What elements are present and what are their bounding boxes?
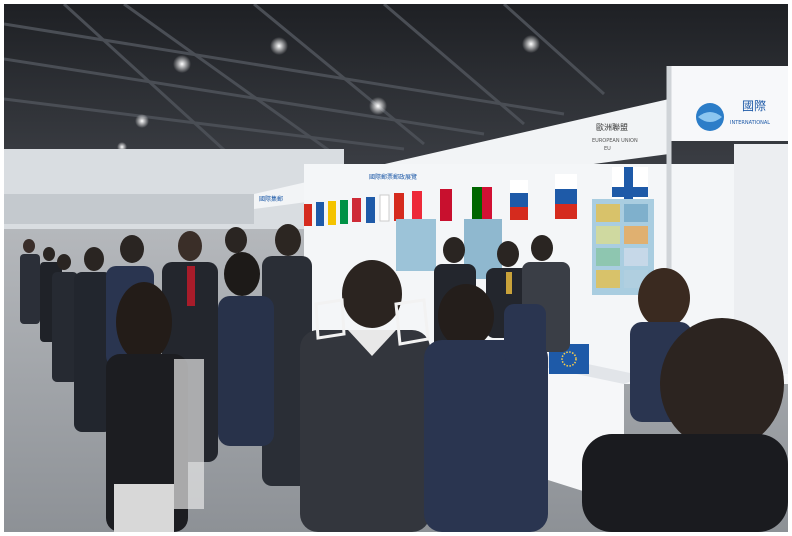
person-man-center [300,260,430,532]
sign-corner-brand: 國際 [742,99,766,113]
ceiling-trusses [4,4,606,161]
back-wall-band [4,194,254,224]
stamp-panels [396,199,654,295]
sign-eu-sub: EU [604,146,611,152]
person-woman-foreground-right [582,318,788,532]
sign-booth-header-mid: 國際郵票郵政展覽 [369,173,417,181]
sign-booth-header-left: 國際集郵 [259,195,283,203]
sign-eu-chinese: 歐洲聯盟 [596,122,628,132]
person-woman-left [106,282,204,532]
person-man-right [424,284,548,532]
white-chairs [314,298,430,346]
ceiling-lamps [117,35,540,152]
background-crowd [20,239,78,382]
exhibition-photo: 國際集郵 國際郵票郵政展覽 歐洲聯盟 EUROPEAN UNION EU 國際 … [4,4,788,532]
sign-eu-english: EUROPEAN UNION [592,138,638,144]
flags-row [304,167,648,226]
photo-frame: 國際集郵 國際郵票郵政展覽 歐洲聯盟 EUROPEAN UNION EU 國際 … [4,4,788,532]
sign-corner-sub: INTERNATIONAL [730,120,770,126]
booth-corner-header [669,66,788,141]
